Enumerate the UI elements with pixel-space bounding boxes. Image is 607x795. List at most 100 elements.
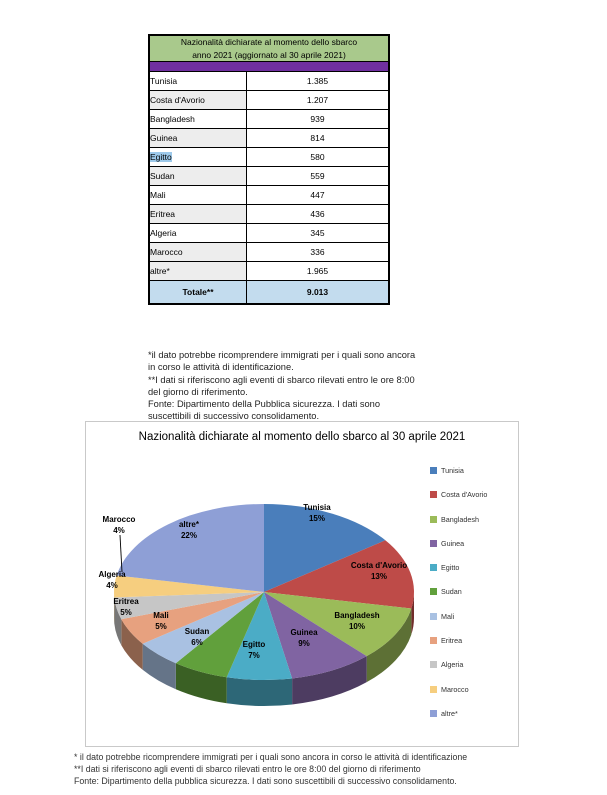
count-cell: 345 <box>246 223 390 243</box>
pie-slice-side <box>366 608 412 683</box>
legend-label: Egitto <box>441 563 460 573</box>
nationality-cell: Costa d'Avorio <box>148 90 247 110</box>
pie-slice-mali <box>142 592 264 664</box>
pie-slice-side <box>292 656 367 705</box>
count-cell: 1.385 <box>246 71 390 91</box>
count-cell: 447 <box>246 185 390 205</box>
nationality-table: Nazionalità dichiarate al momento dello … <box>148 34 390 305</box>
marocco-leader-line <box>119 534 123 573</box>
pie-slice-bangladesh <box>264 592 412 657</box>
table-row: Algeria 345 <box>148 223 390 243</box>
count-cell: 1.965 <box>246 261 390 281</box>
legend-item: altre* <box>430 709 487 718</box>
pie-slice-side <box>226 677 293 706</box>
pie-slice-tunisia <box>264 504 386 592</box>
table-title: Nazionalità dichiarate al momento dello … <box>148 34 390 62</box>
legend-item: Marocco <box>430 685 487 694</box>
legend-label: Mali <box>441 611 455 621</box>
chart-title: Nazionalità dichiarate al momento dello … <box>138 431 466 443</box>
purple-band-row <box>148 61 390 72</box>
legend-label: altre* <box>441 708 458 718</box>
nationality-cell: Guinea <box>148 128 247 148</box>
nationality-cell: Mali <box>148 185 247 205</box>
pie-slice-side <box>114 597 122 646</box>
legend-swatch-icon <box>430 515 437 523</box>
selected-text: Egitto <box>150 152 172 162</box>
legend-swatch-icon <box>430 539 437 547</box>
legend-label: Eritrea <box>441 636 463 646</box>
legend-label: Marocco <box>441 684 469 694</box>
footnote-line: * il dato potrebbe ricomprendere immigra… <box>74 752 468 762</box>
legend-swatch-icon <box>430 491 437 499</box>
legend-swatch-icon <box>430 685 437 693</box>
nationality-cell: Sudan <box>148 166 247 186</box>
pie-slice-algeria <box>114 592 264 620</box>
pie-chart: Tunisia 15% Costa d'Avorio 13% Bangladesh 10%… <box>98 503 415 706</box>
legend-label: Guinea <box>441 538 465 548</box>
table-row: Bangladesh 939 <box>148 109 390 129</box>
legend-item: Bangladesh <box>430 515 487 524</box>
footnote-line: **I dati si riferiscono agli eventi di s… <box>74 764 421 774</box>
pie-slice-label: Tunisia 15% <box>303 503 331 523</box>
legend-label: Algeria <box>441 660 464 670</box>
pie-slice-sudan <box>175 592 264 678</box>
legend-item: Algeria <box>430 660 487 669</box>
pie-slice-costa-d-avorio <box>264 540 415 609</box>
legend-item: Eritrea <box>430 636 487 645</box>
pie-slice-label: Egitto 7% <box>243 640 266 660</box>
table-row: Sudan 559 <box>148 166 390 186</box>
footnote-line: suscettibili di successivo consolidament… <box>148 411 320 422</box>
pie-slice-label: Sudan 6% <box>185 627 210 647</box>
legend-swatch-icon <box>430 588 437 596</box>
chart-footnotes: * il dato potrebbe ricomprendere immigra… <box>74 751 554 787</box>
table-row: Marocco 336 <box>148 242 390 262</box>
pie-slice-egitto <box>226 592 293 680</box>
count-cell: 939 <box>246 109 390 129</box>
legend-swatch-icon <box>430 661 437 669</box>
nationality-cell: altre* <box>148 261 247 281</box>
nationality-cell: Tunisia <box>148 71 247 91</box>
pie-slice-label: altre* 22% <box>179 520 200 540</box>
footnote-line: **I dati si riferiscono agli eventi di s… <box>148 374 415 385</box>
legend-swatch-icon <box>430 612 437 620</box>
table-row: Eritrea 436 <box>148 204 390 224</box>
table-header-row: Nazionalità dichiarate al momento dello … <box>148 34 390 62</box>
table-title-line1: Nazionalità dichiarate al momento dello … <box>180 37 358 47</box>
legend-label: Bangladesh <box>441 514 479 524</box>
footnote-line: Fonte: Dipartimento della Pubblica sicur… <box>148 399 381 410</box>
table-title-line2: anno 2021 (aggiornato al 30 aprile 2021) <box>192 49 346 60</box>
pie-slice-side <box>121 619 143 670</box>
table-row: Costa d'Avorio 1.207 <box>148 90 390 110</box>
legend-item: Mali <box>430 612 487 621</box>
total-label: Totale** <box>148 280 247 305</box>
count-cell: 1.207 <box>246 90 390 110</box>
pie-slice-label: Bangladesh 10% <box>334 611 379 631</box>
legend-swatch-icon <box>430 467 437 474</box>
legend-swatch-icon <box>430 709 437 717</box>
chart-legend: Tunisia Costa d'Avorio Bangladesh Guinea Egi… <box>430 466 487 718</box>
table-row: Egitto 580 <box>148 147 390 167</box>
table-row: Guinea 814 <box>148 128 390 148</box>
legend-item: Sudan <box>430 587 487 596</box>
pie-slice-side <box>175 663 227 704</box>
count-cell: 336 <box>246 242 390 262</box>
pie-chart-box: Tunisia 15% Costa d'Avorio 13% Bangladesh 10%… <box>85 421 519 747</box>
pie-slice-label: Costa d'Avorio 13% <box>351 561 407 581</box>
legend-item: Egitto <box>430 563 487 572</box>
pie-slice-label: Mali 5% <box>153 611 169 631</box>
total-row: Totale** 9.013 <box>148 280 390 305</box>
pie-slice-label: Algeria 4% <box>98 570 126 590</box>
footnote-line: Fonte: Dipartimento della pubblica sicur… <box>74 776 457 786</box>
count-cell: 814 <box>246 128 390 148</box>
legend-item: Tunisia <box>430 466 487 475</box>
pie-slice-marocco <box>114 575 264 598</box>
count-cell: 580 <box>246 147 390 167</box>
count-cell: 559 <box>246 166 390 186</box>
count-cell: 436 <box>246 204 390 224</box>
table-row: Tunisia 1.385 <box>148 71 390 91</box>
legend-swatch-icon <box>430 564 437 572</box>
legend-item: Guinea <box>430 539 487 548</box>
footnote-line: *il dato potrebbe ricomprendere immigrat… <box>148 350 416 360</box>
purple-band <box>148 61 390 72</box>
